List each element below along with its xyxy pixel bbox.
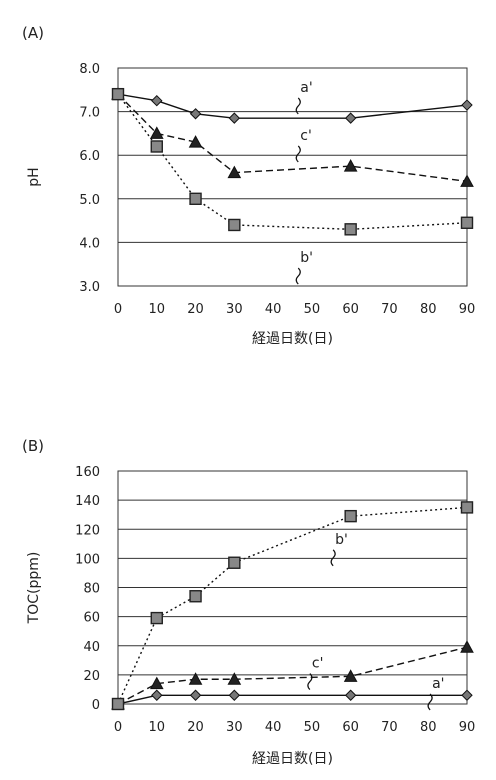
panel-b-label: (B) [22,437,44,455]
panel-b-x-tick-label: 80 [420,720,437,735]
panel-b-x-tick-label: 90 [459,720,476,735]
panel-b-data-point [462,690,472,700]
panel-a-data-point [345,224,356,235]
panel-b-x-tick-label: 20 [187,720,204,735]
panel-b-x-axis-title: 経過日数(日) [252,751,333,767]
panel-a: (A) 3.0 4.0 5.0 6.0 7.0 8.0 0 10 20 30 40 50 60 70 80 9… [22,24,475,347]
panel-b-y-tick-label: 160 [75,465,100,480]
panel-b-series-annotation: c' [312,656,324,672]
panel-a-x-tick-label: 60 [342,302,359,317]
panel-b-data-point [191,690,201,700]
panel-b-y-tick-label: 60 [83,611,100,626]
panel-b-data-point [113,699,124,710]
panel-b-y-axis-title: TOC(ppm) [26,552,42,625]
panel-a-label: (A) [22,24,44,42]
panel-a-x-tick-label: 70 [381,302,398,317]
panel-b-annotation-leader [331,550,335,566]
panel-a-y-tick-label: 4.0 [79,236,100,251]
panel-a-series-annotation: c' [300,128,312,144]
panel-b-data-point [151,613,162,624]
panel-b-x-tick-label: 40 [265,720,282,735]
panel-a-series-annotation: a' [300,80,312,96]
panel-b-data-point [462,502,473,513]
panel-a-x-tick-label: 20 [187,302,204,317]
panel-a-data-point [229,219,240,230]
panel-a-x-tick-label: 80 [420,302,437,317]
panel-a-data-point [190,193,201,204]
panel-b-x-tick-label: 30 [226,720,243,735]
panel-b-data-point [190,591,201,602]
panel-a-x-tick-label: 0 [114,302,122,317]
panel-a-annotation-leader [296,146,300,162]
panel-a-y-tick-label: 6.0 [79,149,100,164]
panel-a-data-point [113,89,124,100]
panel-b-annotation-leader [428,694,432,710]
panel-b-x-tick-label: 60 [342,720,359,735]
panel-a-series-line [118,94,467,229]
panel-a-data-point [462,217,473,228]
panel-b: (B) 0 20 40 60 80 100 120 140 160 0 10 20 30 40 50 60 70… [22,437,475,767]
panel-a-data-point [462,100,472,110]
panel-b-data-point [346,690,356,700]
panel-a-data-point [152,96,162,106]
panel-b-series-annotation: b' [335,532,348,548]
panel-a-y-tick-label: 5.0 [79,193,100,208]
panel-a-y-tick-label: 7.0 [79,106,100,121]
panel-b-y-tick-label: 20 [83,669,100,684]
panel-b-x-tick-label: 10 [149,720,166,735]
panel-a-annotation-leader [296,268,300,284]
panel-a-y-tick-label: 8.0 [79,62,100,77]
panel-b-data-point [345,511,356,522]
panel-b-data-point [229,557,240,568]
panel-a-data-point [461,175,473,186]
panel-b-x-tick-label: 70 [381,720,398,735]
panel-b-series-annotation: a' [432,676,444,692]
panel-b-y-tick-label: 100 [75,552,100,567]
panel-a-y-axis-title: pH [26,167,42,186]
panel-a-x-axis-title: 経過日数(日) [252,331,333,347]
panel-b-y-tick-label: 140 [75,494,100,509]
panel-b-series-line [118,695,467,704]
panel-b-y-tick-label: 80 [83,582,100,597]
panel-a-data-point [151,141,162,152]
panel-a-x-tick-label: 90 [459,302,476,317]
panel-b-y-tick-label: 0 [92,698,100,713]
panel-b-x-tick-label: 50 [304,720,321,735]
panel-b-y-tick-label: 120 [75,523,100,538]
panel-a-series-line [118,94,467,181]
panel-a-series-annotation: b' [300,250,313,266]
panel-a-series-line [118,94,467,118]
panel-a-data-point [229,113,239,123]
panel-a-data-point [346,113,356,123]
panel-a-x-tick-label: 40 [265,302,282,317]
panel-a-x-tick-label: 30 [226,302,243,317]
panel-b-data-point [152,690,162,700]
panel-b-y-tick-label: 40 [83,640,100,655]
panel-a-data-point [345,160,357,171]
panel-b-data-point [461,641,473,652]
panel-a-plot-frame [118,68,467,286]
panel-b-annotation-leader [308,674,312,690]
panel-b-x-tick-label: 0 [114,720,122,735]
panel-a-x-tick-label: 10 [149,302,166,317]
panel-a-x-tick-label: 50 [304,302,321,317]
panel-a-y-tick-label: 3.0 [79,280,100,295]
panel-b-data-point [229,690,239,700]
panel-a-data-point [191,109,201,119]
